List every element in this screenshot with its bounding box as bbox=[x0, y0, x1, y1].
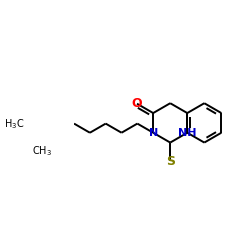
Text: S: S bbox=[166, 155, 175, 168]
Text: N: N bbox=[148, 128, 158, 138]
Text: NH: NH bbox=[178, 128, 197, 138]
Text: CH$_3$: CH$_3$ bbox=[32, 144, 52, 158]
Text: H$_3$C: H$_3$C bbox=[4, 117, 24, 130]
Text: O: O bbox=[132, 97, 142, 110]
